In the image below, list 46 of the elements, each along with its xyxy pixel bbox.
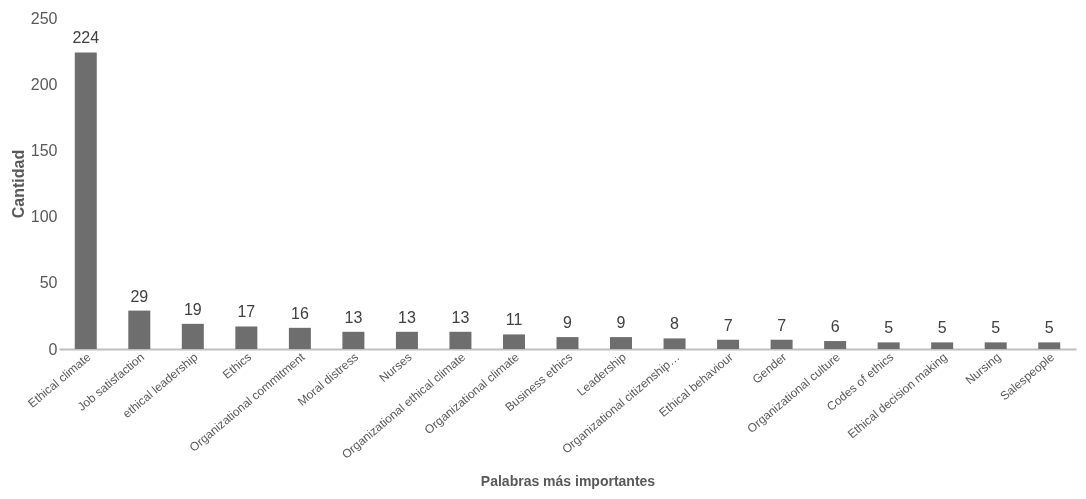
data-label: 5: [884, 319, 894, 337]
bar: [984, 342, 1007, 349]
bar: [449, 331, 472, 349]
y-tick-label: 200: [30, 75, 58, 93]
data-label: 16: [290, 304, 309, 322]
bar: [610, 337, 633, 349]
bar: [877, 342, 900, 349]
y-tick-label: 50: [39, 274, 58, 292]
data-label: 8: [670, 315, 680, 333]
data-label: 7: [777, 316, 787, 334]
bar: [1038, 342, 1061, 349]
data-label: 5: [991, 319, 1001, 337]
bar: [931, 342, 954, 349]
bar: [235, 326, 258, 349]
data-label: 13: [451, 308, 470, 326]
data-label: 13: [344, 308, 363, 326]
data-label: 5: [937, 319, 947, 337]
x-axis-title: Palabras más importantes: [480, 472, 656, 489]
bar: [342, 331, 365, 349]
bar: [663, 338, 686, 349]
bar: [288, 327, 311, 349]
data-label: 17: [237, 303, 256, 321]
y-tick-label: 0: [48, 340, 58, 358]
bar: [128, 310, 151, 349]
y-tick-label: 250: [30, 9, 58, 27]
data-label: 224: [72, 29, 100, 47]
data-label: 19: [183, 300, 202, 318]
bar: [181, 323, 204, 349]
bar: [770, 339, 793, 349]
bar: [556, 337, 579, 349]
bar: [74, 52, 97, 349]
y-tick-label: 100: [30, 208, 58, 226]
data-label: 9: [616, 314, 626, 332]
bar: [824, 341, 847, 349]
data-label: 5: [1044, 319, 1054, 337]
data-label: 6: [830, 318, 840, 336]
data-label: 7: [723, 316, 733, 334]
data-label: 11: [505, 311, 523, 329]
bar: [502, 334, 525, 349]
data-label: 9: [563, 314, 573, 332]
data-label: 13: [398, 308, 416, 326]
bar: [395, 331, 418, 349]
bar: [717, 339, 740, 349]
data-label: 29: [130, 287, 149, 305]
y-tick-label: 150: [30, 141, 58, 159]
y-axis-title: Cantidad: [9, 149, 27, 219]
